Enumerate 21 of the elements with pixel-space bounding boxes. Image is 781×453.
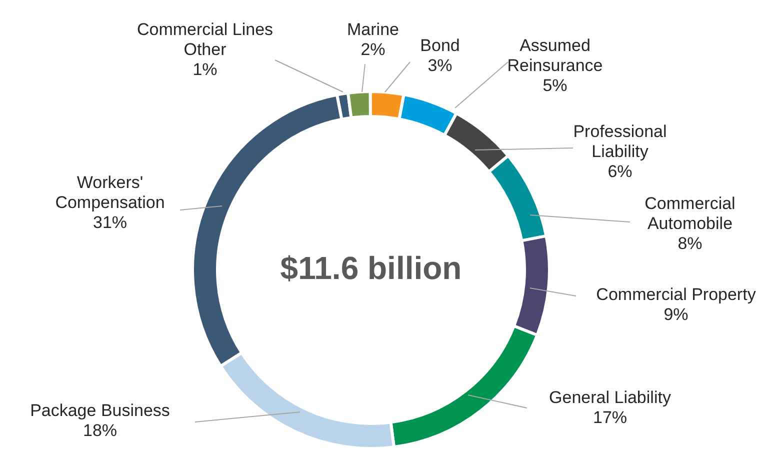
slice-label: Commercial Property — [596, 285, 756, 304]
slice-label: Commercial Lines Other — [136, 20, 274, 60]
data-label: 31% — [92, 213, 128, 232]
slice-label: Workers' Compensation — [55, 173, 165, 212]
slice-label: Marine — [347, 20, 399, 40]
data-label: 8% — [678, 234, 702, 254]
text: $11.6 billion — [280, 250, 462, 286]
data-label: 17% — [592, 408, 628, 428]
data-label: 3% — [428, 56, 452, 76]
data-label: 2% — [360, 40, 386, 60]
slice-label: Professional Liability — [573, 122, 667, 162]
data-label: 1% — [192, 60, 218, 80]
data-label: 5% — [542, 76, 568, 96]
slice-label: Commercial Automobile — [644, 194, 736, 234]
slice-label: Assumed Reinsurance — [507, 36, 603, 76]
data-label: 6% — [608, 162, 632, 182]
slice-label: General Liability — [549, 388, 672, 408]
slice-label: Package Business — [30, 401, 170, 420]
data-label: 9% — [664, 305, 688, 324]
data-label: 18% — [82, 421, 118, 440]
slice-label: Bond — [420, 36, 460, 56]
